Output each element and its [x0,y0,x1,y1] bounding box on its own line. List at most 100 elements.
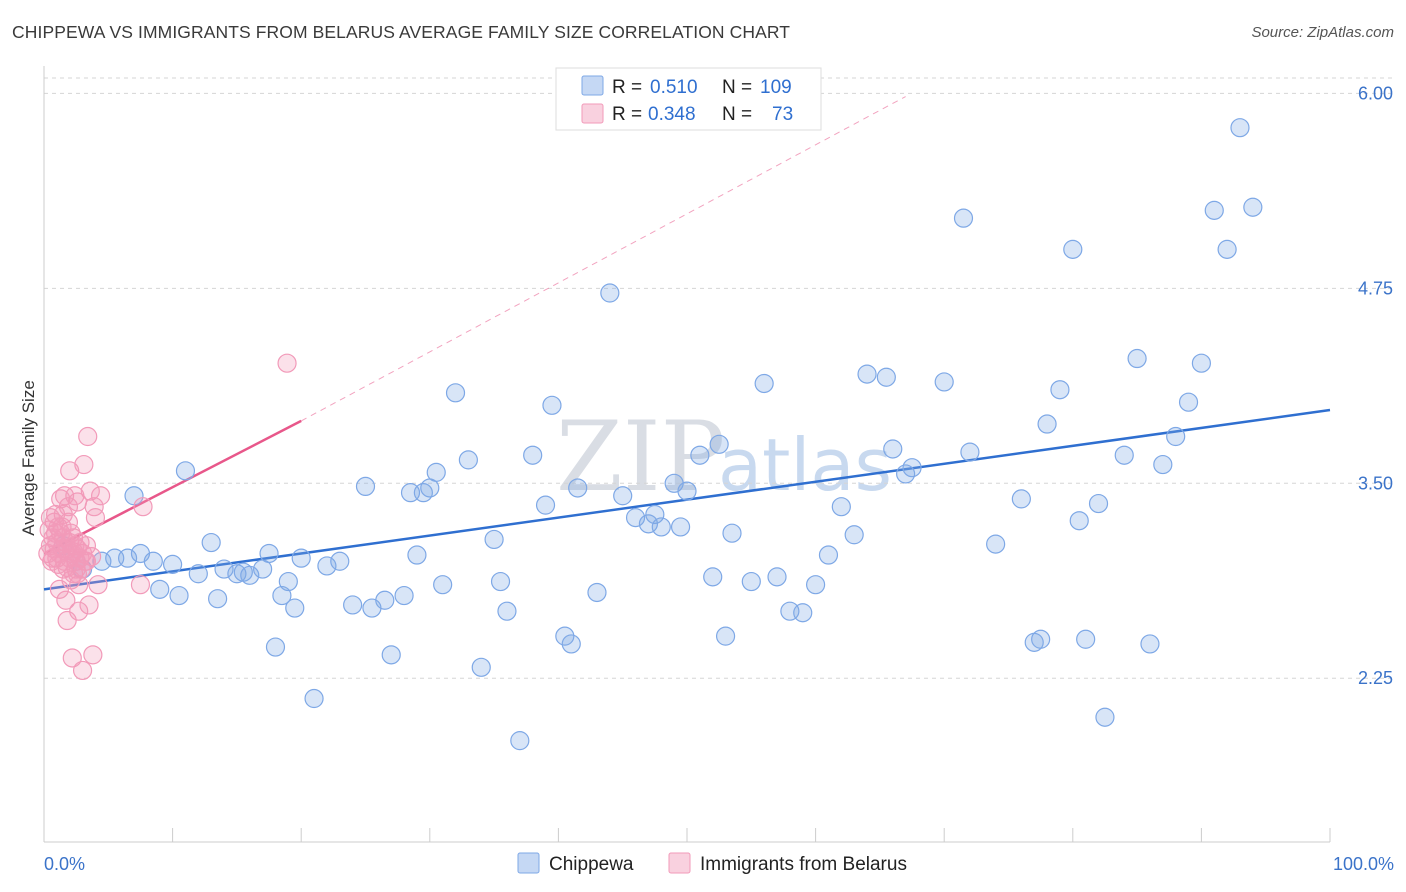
point-belarus-55 [83,645,103,665]
point-chippewa-74 [793,603,813,623]
point-belarus-48 [74,454,94,475]
point-chippewa-99 [1127,348,1147,369]
point-chippewa-52 [555,626,575,646]
point-chippewa-40 [426,462,446,482]
point-chippewa-104 [1191,353,1212,373]
point-chippewa-100 [1140,634,1160,654]
point-chippewa-86 [960,442,980,462]
point-chippewa-46 [490,571,511,592]
point-chippewa-30 [343,595,363,615]
point-chippewa-96 [1088,493,1109,514]
legend: R = 0.510 N = 109 R = 0.348 N = 73 [555,67,822,131]
bottom-legend: Chippewa Immigrants from Belarus [517,852,907,875]
point-chippewa-22 [265,637,286,657]
point-belarus-51 [78,426,98,447]
point-chippewa-31 [355,476,376,497]
point-chippewa-56 [600,283,620,303]
point-belarus-32 [62,648,82,668]
point-belarus-58 [88,575,108,595]
point-chippewa-53 [561,634,581,654]
point-chippewa-76 [818,545,839,565]
point-belarus-42 [69,601,89,621]
point-belarus-57 [85,508,106,528]
point-chippewa-34 [381,645,401,665]
point-belarus-70 [130,575,151,595]
point-belarus-69 [60,532,80,553]
grid [44,77,1395,679]
point-chippewa-25 [285,598,305,618]
point-chippewa-43 [458,450,478,470]
point-chippewa-10 [163,554,183,574]
point-chippewa-42 [445,383,466,403]
point-chippewa-88 [1011,489,1031,509]
y-axis-label: Average Family Size [19,380,38,536]
point-chippewa-14 [201,532,221,553]
point-chippewa-75 [805,575,826,595]
point-chippewa-65 [690,445,710,465]
point-belarus-28 [60,461,80,481]
point-chippewa-78 [844,525,864,545]
point-chippewa-16 [214,559,234,579]
point-chippewa-91 [1037,414,1057,434]
point-chippewa-105 [1204,200,1224,220]
point-belarus-66 [43,548,63,568]
legend-n-value-chippewa: 109 [760,77,792,98]
point-belarus-26 [58,497,79,517]
legend-box [555,67,822,131]
point-chippewa-29 [330,551,350,571]
point-belarus-47 [72,660,93,681]
point-chippewa-11 [169,585,189,606]
point-chippewa-83 [902,458,922,478]
point-chippewa-33 [375,590,395,610]
point-chippewa-21 [259,543,279,564]
point-chippewa-70 [741,571,761,592]
legend-r-label-chippewa: R = [612,77,642,98]
trend-extension-1 [300,96,906,422]
point-chippewa-92 [1050,380,1070,400]
watermark: ZIP atlas [556,401,892,513]
legend-r-value-chippewa: 0.510 [650,77,698,98]
point-chippewa-49 [523,445,543,465]
y-tick-label-2: 4.75 [1358,278,1393,298]
point-chippewa-37 [407,545,427,565]
point-chippewa-97 [1095,707,1115,727]
point-chippewa-107 [1230,118,1250,138]
point-chippewa-5 [117,548,138,568]
point-chippewa-9 [150,579,170,599]
trend-line-1 [43,419,302,555]
y-tick-label-0: 2.25 [1358,668,1393,688]
point-belarus-53 [80,481,100,501]
point-chippewa-55 [587,582,607,603]
point-chippewa-106 [1217,239,1237,259]
point-chippewa-48 [510,731,530,751]
point-chippewa-84 [934,372,954,392]
bottom-legend-swatch-belarus [668,852,691,874]
point-chippewa-24 [278,571,298,592]
point-chippewa-80 [876,367,896,387]
watermark-atlas: atlas [718,423,892,507]
point-chippewa-54 [568,478,588,498]
point-chippewa-68 [715,626,736,646]
point-chippewa-50 [535,495,556,515]
point-belarus-35 [65,536,85,556]
point-chippewa-27 [304,688,324,709]
legend-swatch-belarus [581,103,604,124]
point-chippewa-66 [703,567,723,587]
point-chippewa-23 [272,585,292,606]
point-chippewa-51 [542,395,562,415]
point-chippewa-35 [394,585,414,606]
bottom-legend-label-chippewa: Chippewa [549,854,634,875]
point-chippewa-69 [722,523,742,543]
axes [43,66,1331,843]
point-chippewa-60 [645,504,665,525]
y-tick-labels: 2.25 3.50 4.75 6.00 [1358,83,1393,688]
point-chippewa-64 [677,481,697,501]
point-chippewa-94 [1069,511,1089,531]
x-tick-label-1: 100.0% [1333,854,1394,874]
point-chippewa-8 [143,551,163,571]
point-chippewa-103 [1178,392,1199,412]
point-chippewa-95 [1076,629,1096,649]
legend-r-label-belarus: R = [612,104,642,125]
point-chippewa-77 [831,497,851,517]
